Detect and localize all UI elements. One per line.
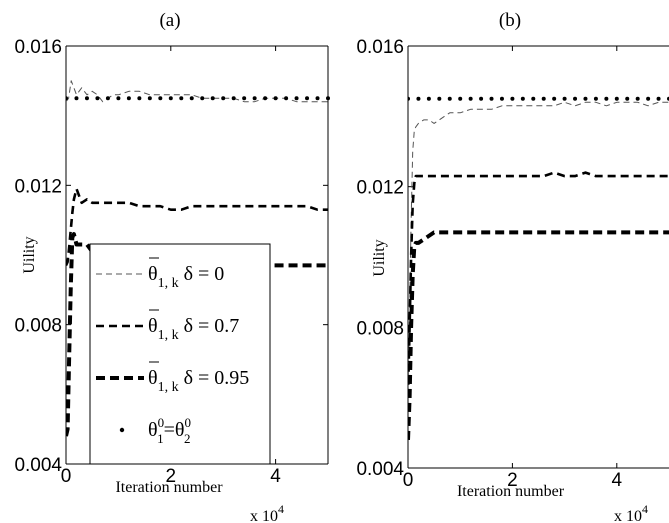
y-tick-label: 0.012 [356,178,404,199]
series-dot-point [126,96,131,101]
series-dot-point [242,96,247,101]
series-dot-point [294,96,299,101]
series-line-medium-dash [66,187,328,266]
series-dot-point [105,96,110,101]
series-dot-point [179,96,184,101]
series-line-thin-dash [408,101,669,398]
legend: θ1, k δ = 0 θ1, k δ = 0.7 θ1, k δ = 0.95 θ0… [89,243,271,465]
y-tick-label: 0.004 [14,455,62,476]
y-tick-label: 0.016 [356,37,404,58]
series-dot-point [200,96,205,101]
x-tick-label: 4 [270,466,281,487]
series-dot-point [499,96,504,101]
panel-label: (b) [499,10,521,31]
legend-entry-label: θ0 1=θ0 2 [148,415,191,446]
series-dot-point [416,96,421,101]
series-dot-point [510,96,515,101]
series-dot-point [326,96,330,101]
series-dot-point [656,96,661,101]
series-line-medium-dash [408,171,669,398]
legend-dot-marker [119,427,125,433]
series-dot-point [541,96,546,101]
series-dot-point [273,96,278,101]
series-dot-point [479,96,484,101]
series-line-thick-dash [408,230,669,440]
y-axis-label: Uility [371,239,388,276]
panel-label: (a) [159,10,180,31]
y-tick-label: 0.008 [14,316,62,337]
legend-entry-label: θ1, k δ = 0.95 [148,367,249,395]
legend-entry-label: θ1, k δ = 0.7 [148,315,239,343]
chart-panel-1: (a) 0.004 0.008 0.012 0.016 0 2 4 Iteration numb… [14,10,330,523]
series-dot-point [189,96,194,101]
series-dot-point [625,96,630,101]
y-tick-label: 0.012 [14,176,62,197]
series-dot-point [147,96,152,101]
series-dot-point [408,96,410,101]
x-tick-label: 2 [166,466,177,487]
series-dot-point [158,96,163,101]
series-dot-point [458,96,463,101]
series-dot-point [84,96,89,101]
series-dot-point [604,96,609,101]
series-dot-point [447,96,452,101]
series-dot-point [531,96,536,101]
y-tick-label: 0.004 [356,459,404,480]
series-dot-point [66,96,68,101]
series-dot-point [74,96,79,101]
series-dot-point [635,96,640,101]
series-dot-point [646,96,651,101]
legend-box [89,243,271,465]
x-multiplier: x 104 [250,502,284,523]
plot-area [408,96,669,440]
series-dot-point [593,96,598,101]
y-tick-label: 0.016 [14,37,62,58]
series-line-thin-dash [66,80,328,103]
series-dot-point [426,96,431,101]
x-tick-label: 0 [61,466,72,487]
series-dot-point [573,96,578,101]
series-dot-point [315,96,320,101]
series-dot-point [437,96,442,101]
series-dot-point [284,96,289,101]
series-dot-point [210,96,215,101]
series-dot-point [252,96,257,101]
series-dot-point [137,96,142,101]
series-dot-point [95,96,100,101]
y-tick-label: 0.008 [356,318,404,339]
x-tick-label: 4 [612,470,623,491]
y-axis-label: Uility [21,236,38,273]
x-tick-label: 2 [507,470,518,491]
series-dot-point [520,96,525,101]
series-dot-point [562,96,567,101]
series-dot-point [231,96,236,101]
series-dot-point [221,96,226,101]
chart-panel-2: (b) 0.004 0.008 0.012 0.016 0 2 4 Iteration numb… [356,10,669,523]
series-dot-point [552,96,557,101]
x-tick-label: 0 [403,470,414,491]
x-multiplier-exponent: 4 [278,502,284,516]
series-dot-point [305,96,310,101]
x-multiplier: x 104 [614,502,648,523]
series-dot-point [116,96,121,101]
x-axis-label: Iteration number [457,483,565,500]
series-dot-point [168,96,173,101]
series-dot-point [263,96,268,101]
series-dot-point [489,96,494,101]
series-dot-point [614,96,619,101]
x-axis-label: Iteration number [115,479,223,496]
legend-entry-label: θ1, k δ = 0 [148,263,224,291]
x-multiplier-exponent: 4 [642,502,648,516]
series-dot-point [468,96,473,101]
series-dot-point [583,96,588,101]
